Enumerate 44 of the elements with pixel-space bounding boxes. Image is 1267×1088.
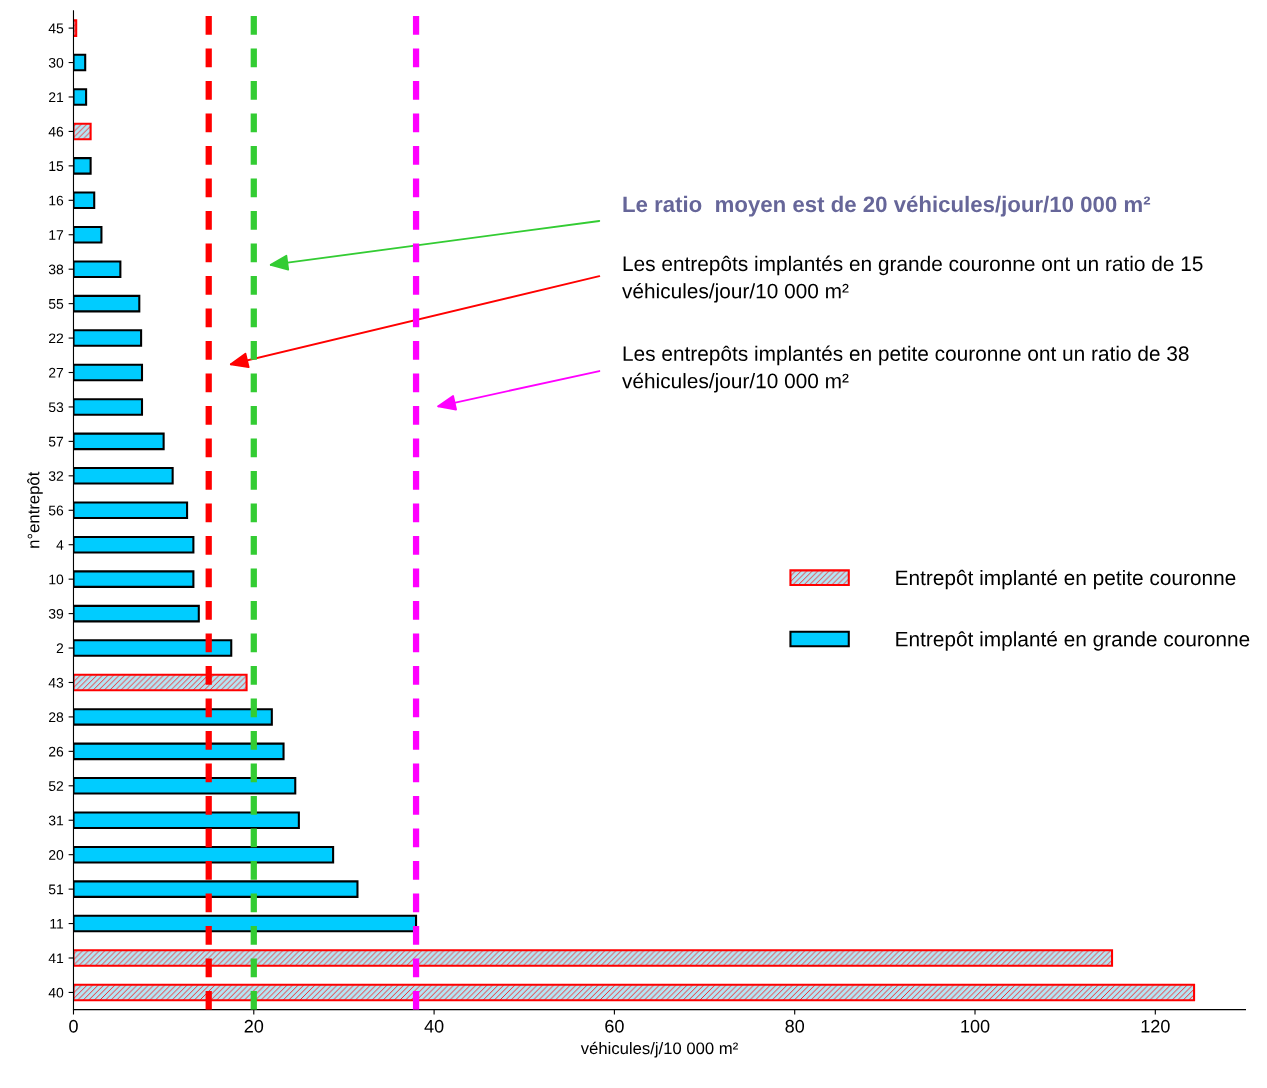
- y-tick-label: 45: [48, 23, 64, 34]
- bar: [73, 122, 92, 141]
- y-tick-label: 10: [49, 574, 64, 585]
- y-tick-label: 38: [48, 264, 64, 275]
- y-tick-label: 11: [50, 919, 64, 929]
- y-tick-label: 16: [49, 195, 64, 206]
- y-tick-label: 43: [48, 677, 64, 688]
- y-tick-label: 31: [48, 815, 64, 826]
- y-tick-label: 40: [48, 987, 64, 998]
- y-tick-label: 26: [49, 746, 64, 757]
- x-tick-label: 120: [1141, 1019, 1170, 1033]
- y-tick-label: 28: [49, 712, 64, 723]
- y-tick-label: 21: [49, 92, 64, 103]
- x-tick-label: 40: [424, 1019, 444, 1033]
- y-tick-label: 20: [49, 850, 64, 860]
- y-tick-label: 4: [56, 540, 64, 550]
- y-axis-title: n°entrepôt: [27, 471, 43, 548]
- legend-label: Entrepôt implanté en grande couronne: [896, 630, 1250, 651]
- x-axis-title: véhicules/j/10 000 m²: [580, 1041, 738, 1058]
- x-tick-label: 100: [961, 1019, 990, 1033]
- y-tick-label: 15: [49, 161, 64, 172]
- y-tick-label: 17: [49, 230, 64, 240]
- y-tick-label: 27: [49, 367, 64, 378]
- x-tick-label: 0: [69, 1019, 78, 1033]
- y-tick-label: 55: [48, 299, 64, 309]
- y-tick-label: 2: [56, 643, 64, 654]
- legend-label: Entrepôt implanté en petite couronne: [896, 569, 1236, 590]
- annotation: Les entrepôts implantés en petite couronne ont un ratio de 38 véhicules/jour/10 000 m²: [622, 345, 1189, 393]
- y-tick-label: 39: [48, 608, 64, 619]
- y-tick-label: 46: [48, 126, 64, 137]
- x-tick-label: 60: [605, 1019, 624, 1033]
- y-tick-label: 32: [48, 471, 64, 481]
- y-tick-label: 22: [49, 333, 64, 344]
- annotation: Les entrepôts implantés en grande couronne ont un ratio de 15 véhicules/jour/10 000 m²: [622, 255, 1203, 303]
- y-tick-label: 56: [48, 505, 64, 516]
- y-tick-label: 53: [48, 402, 64, 413]
- y-tick-label: 52: [48, 781, 64, 791]
- y-tick-label: 41: [48, 953, 64, 964]
- y-tick-label: 30: [48, 57, 64, 68]
- x-tick-label: 80: [785, 1019, 805, 1033]
- y-tick-label: 51: [48, 884, 64, 895]
- x-tick-label: 20: [244, 1019, 264, 1033]
- y-tick-label: 57: [48, 436, 64, 447]
- annotation: Le ratio moyen est de 20 véhicules/jour/10 000 m²: [623, 195, 1151, 217]
